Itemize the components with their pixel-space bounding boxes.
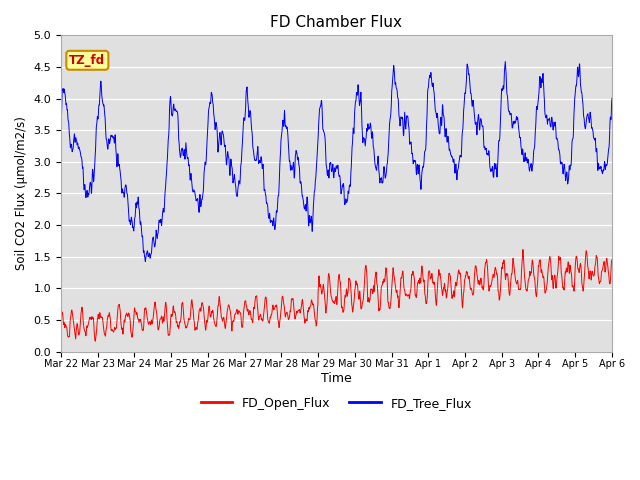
FD_Tree_Flux [85,189,93,194]
FD_Tree_Flux [311,189,319,194]
Line: FD_Tree_Flux: FD_Tree_Flux [61,61,612,262]
FD_Open_Flux [311,312,319,317]
FD_Tree_Flux [593,149,600,155]
Text: TZ_fd: TZ_fd [69,54,106,67]
FD_Open_Flux [593,253,600,259]
X-axis label: Time: Time [321,372,352,385]
FD_Tree_Flux [608,96,616,101]
FD_Tree_Flux [57,113,65,119]
FD_Open_Flux [519,247,527,252]
FD_Tree_Flux [141,259,149,264]
FD_Tree_Flux [492,166,499,172]
FD_Tree_Flux [502,59,509,64]
FD_Open_Flux [85,317,93,323]
FD_Open_Flux [593,252,600,258]
Title: FD Chamber Flux: FD Chamber Flux [271,15,403,30]
FD_Open_Flux [325,273,333,279]
FD_Tree_Flux [593,146,600,152]
FD_Open_Flux [608,257,616,263]
Y-axis label: Soil CO2 Flux (μmol/m2/s): Soil CO2 Flux (μmol/m2/s) [15,117,28,270]
Line: FD_Open_Flux: FD_Open_Flux [61,250,612,341]
FD_Open_Flux [92,338,99,344]
FD_Tree_Flux [325,172,333,178]
FD_Open_Flux [57,316,65,322]
FD_Open_Flux [492,265,499,271]
Legend: FD_Open_Flux, FD_Tree_Flux: FD_Open_Flux, FD_Tree_Flux [196,392,477,415]
